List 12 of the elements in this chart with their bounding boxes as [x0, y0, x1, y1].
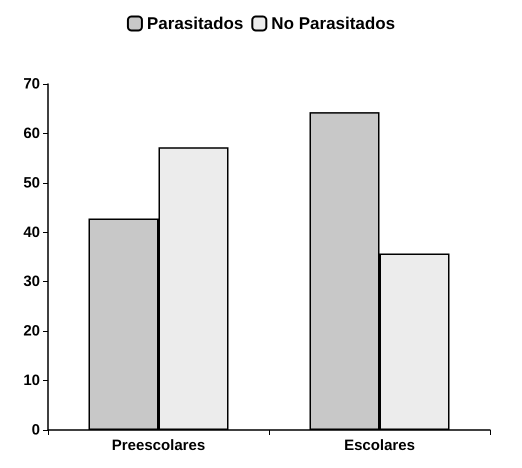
x-tick-label: Preescolares — [112, 437, 206, 454]
y-tick-label: 50 — [23, 174, 40, 192]
legend-label: No Parasitados — [271, 14, 396, 33]
y-tick-label: 70 — [23, 76, 40, 92]
x-tick-label: Escolares — [344, 437, 415, 454]
y-tick-label: 20 — [23, 322, 40, 340]
y-tick-label: 10 — [23, 372, 40, 390]
y-tick-label: 40 — [23, 224, 40, 241]
y-tick-label: 0 — [32, 422, 40, 438]
y-tick-label: 30 — [23, 273, 40, 290]
y-tick-label: 60 — [23, 124, 40, 142]
legend-label: Parasitados — [146, 14, 244, 33]
